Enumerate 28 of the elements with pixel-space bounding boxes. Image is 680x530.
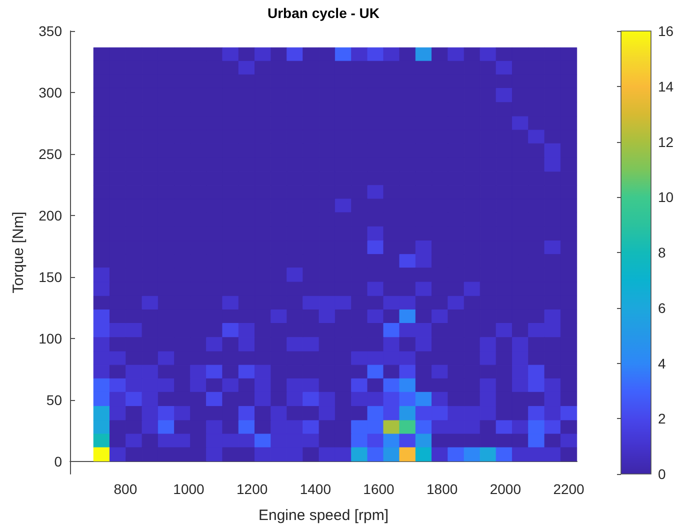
chart-title: Urban cycle - UK [267, 5, 380, 21]
x-tick-label: 800 [114, 481, 138, 497]
x-tick-label: 2200 [553, 481, 585, 497]
y-axis-title: Torque [Nm] [10, 212, 27, 294]
x-tick-label: 1800 [426, 481, 458, 497]
color-bar-label: 0 [658, 466, 666, 482]
color-bar-label: 10 [658, 189, 674, 206]
color-bar-label: 2 [658, 410, 666, 427]
y-tick-label: 50 [46, 392, 62, 408]
color-bar-label: 14 [658, 78, 674, 94]
y-tick-label: 350 [38, 23, 62, 39]
x-tick-label: 1600 [363, 481, 395, 497]
color-bar-label: 6 [658, 300, 666, 316]
y-tick-label: 300 [38, 84, 62, 101]
color-bar-label: 8 [658, 244, 666, 260]
color-bar-label: 4 [658, 355, 666, 372]
y-tick-label: 0 [54, 454, 62, 470]
color-bar-label: 12 [658, 134, 674, 150]
y-tick-label: 200 [38, 208, 62, 224]
x-tick-label: 1400 [300, 481, 332, 497]
x-tick-label: 1200 [236, 481, 268, 497]
y-tick-label: 250 [38, 146, 62, 162]
x-tick-label: 2000 [490, 481, 522, 497]
y-tick-label: 150 [38, 269, 62, 286]
x-axis-title: Engine speed [rpm] [258, 507, 389, 524]
x-tick-label: 1000 [173, 481, 205, 497]
color-bar-label: 16 [658, 23, 674, 39]
y-tick-label: 100 [38, 330, 62, 347]
